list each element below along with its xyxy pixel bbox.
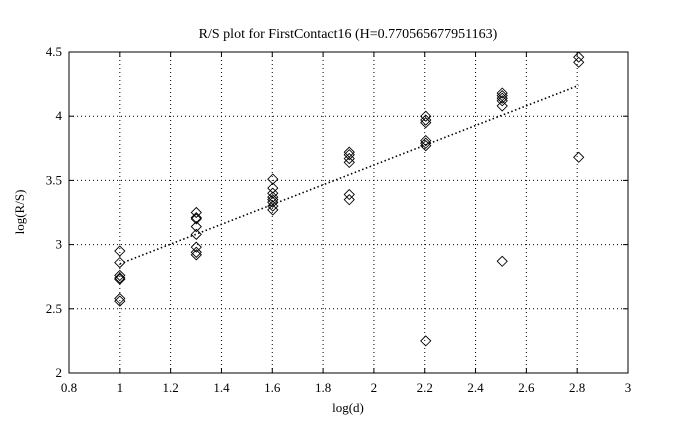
- data-point-diamond: [267, 196, 279, 208]
- x-tick-label: 1: [117, 380, 124, 395]
- data-point-diamond: [420, 110, 432, 122]
- data-point-diamond: [496, 255, 508, 267]
- data-point-diamond: [420, 140, 432, 152]
- data-point-diamond: [190, 213, 202, 225]
- data-point-diamond: [190, 249, 202, 261]
- data-point-diamond: [267, 187, 279, 199]
- x-tick-label: 3: [625, 380, 632, 395]
- data-point-diamond: [343, 156, 355, 169]
- plot-frame: [68, 51, 629, 374]
- x-tick-label: 2.6: [518, 380, 535, 395]
- y-tick-label: 3: [56, 237, 63, 252]
- x-tick-label: 2: [371, 380, 378, 395]
- data-point-diamond: [114, 295, 126, 307]
- x-axis-label: log(d): [332, 400, 364, 415]
- data-point-diamond: [267, 191, 279, 203]
- fit-line-group: [119, 84, 579, 265]
- data-point-diamond: [573, 56, 585, 68]
- data-point-diamond: [343, 194, 355, 206]
- data-point-diamond: [114, 245, 126, 257]
- data-point-diamond: [420, 335, 432, 347]
- data-point-diamond: [267, 204, 279, 216]
- chart-title: R/S plot for FirstContact16 (H=0.7705656…: [199, 27, 498, 42]
- y-tick-label: 2.5: [46, 301, 62, 316]
- x-tick-label: 1.4: [213, 380, 230, 395]
- data-point-diamond: [573, 51, 585, 63]
- x-tick-labels: 0.8 1 1.2 1.4 1.6 1.8 2 2.2 2.4 2.6 2.8 3: [61, 380, 631, 395]
- data-point-diamond: [190, 206, 202, 219]
- data-point-diamond: [114, 292, 126, 305]
- y-tick-label: 3.5: [46, 172, 62, 187]
- data-point-diamond: [190, 241, 202, 253]
- x-tick-label: 0.8: [61, 380, 77, 395]
- data-point-diamond: [267, 173, 279, 185]
- data-points: [114, 51, 585, 347]
- y-tick-label: 4.5: [46, 44, 62, 59]
- data-point-diamond: [267, 200, 279, 212]
- data-point-diamond: [114, 272, 126, 284]
- x-tick-label: 2.8: [569, 380, 585, 395]
- x-tick-label: 2.2: [417, 380, 433, 395]
- data-point-diamond: [190, 220, 202, 233]
- data-point-diamond: [114, 273, 126, 285]
- data-point-diamond: [190, 211, 202, 224]
- x-tick-label: 1.8: [315, 380, 331, 395]
- data-point-diamond: [114, 256, 126, 269]
- data-point-diamond: [420, 137, 432, 149]
- data-point-diamond: [496, 100, 508, 112]
- y-tick-label: 4: [56, 108, 63, 123]
- data-point-diamond: [114, 269, 126, 282]
- y-tick-label: 2: [56, 365, 63, 380]
- data-point-diamond: [496, 95, 508, 107]
- data-point-diamond: [267, 182, 279, 194]
- data-point-diamond: [496, 87, 508, 99]
- data-point-diamond: [343, 149, 355, 161]
- data-point-diamond: [420, 114, 432, 126]
- ticks: [68, 51, 629, 374]
- x-tick-label: 1.6: [264, 380, 281, 395]
- y-tick-labels: 2 2.5 3 3.5 4 4.5: [46, 44, 63, 380]
- x-tick-label: 2.4: [467, 380, 484, 395]
- data-point-diamond: [573, 151, 585, 163]
- regression-line: [119, 84, 579, 265]
- data-point-diamond: [496, 92, 508, 104]
- data-point-diamond: [190, 228, 202, 240]
- data-point-diamond: [420, 116, 432, 129]
- data-point-diamond: [190, 246, 202, 258]
- data-point-diamond: [420, 134, 432, 147]
- y-axis-label: log(R/S): [12, 190, 27, 235]
- grid: [69, 52, 628, 373]
- x-tick-label: 1.2: [163, 380, 179, 395]
- data-point-diamond: [343, 152, 355, 165]
- data-point-diamond: [343, 188, 355, 201]
